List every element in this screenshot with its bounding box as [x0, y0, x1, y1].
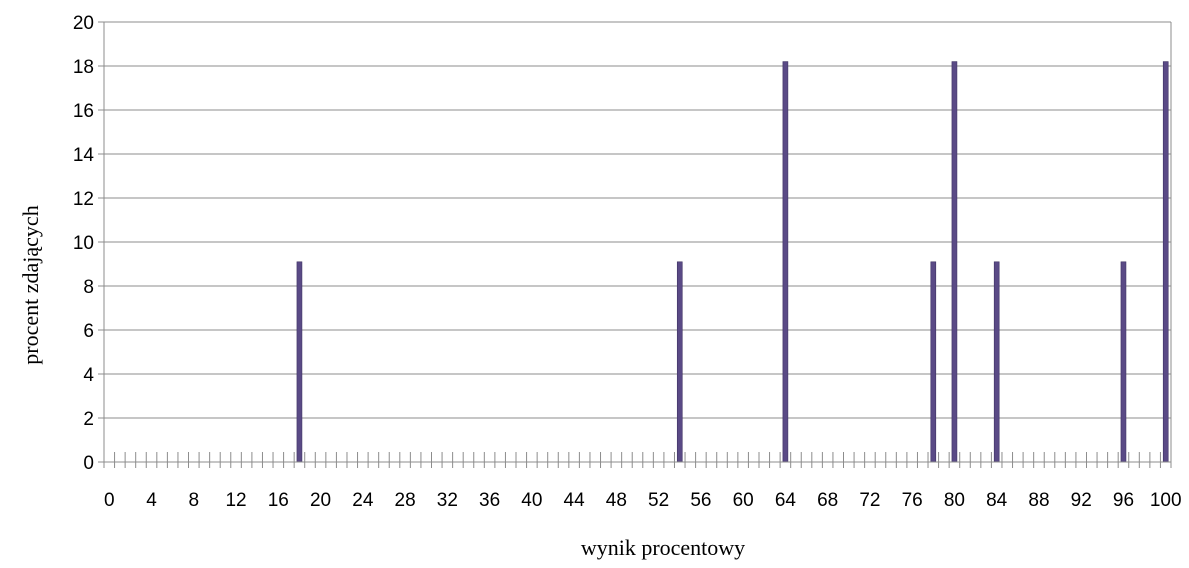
- x-tick-label-44: 44: [564, 490, 586, 511]
- grid-lines: [104, 21, 1171, 419]
- bar-x-84: [993, 261, 1000, 463]
- x-tick-label-64: 64: [775, 490, 797, 511]
- x-tick-label-92: 92: [1071, 490, 1092, 511]
- x-tick-label-32: 32: [437, 490, 458, 511]
- y-tick-label-12: 12: [73, 189, 94, 210]
- x-tick-label-96: 96: [1113, 490, 1134, 511]
- x-tick-label-72: 72: [859, 490, 880, 511]
- x-tick-label-68: 68: [817, 490, 838, 511]
- x-tick-label-24: 24: [352, 490, 374, 511]
- bar-x-78: [930, 261, 937, 463]
- x-tick-label-52: 52: [648, 490, 669, 511]
- y-tick-label-18: 18: [73, 57, 94, 78]
- x-tick-label-20: 20: [310, 490, 331, 511]
- x-tick-label-56: 56: [690, 490, 711, 511]
- bars: [296, 61, 1169, 463]
- x-tick-label-40: 40: [521, 490, 542, 511]
- y-tick-label-20: 20: [73, 13, 94, 34]
- y-tick-label-2: 2: [83, 409, 94, 430]
- bar-x-100: [1162, 61, 1169, 463]
- x-tick-label-8: 8: [189, 490, 200, 511]
- bar-x-80: [951, 61, 958, 463]
- x-tick-label-76: 76: [902, 490, 923, 511]
- bar-x-18: [296, 261, 303, 463]
- x-tick-label-12: 12: [225, 490, 246, 511]
- y-tick-label-4: 4: [83, 365, 94, 386]
- x-tick-label-88: 88: [1028, 490, 1049, 511]
- y-tick-label-0: 0: [83, 453, 94, 474]
- x-tick-label-4: 4: [146, 490, 157, 511]
- x-tick-label-100: 100: [1150, 490, 1182, 511]
- y-axis-title: procent zdających: [18, 205, 43, 364]
- x-tick-label-28: 28: [395, 490, 416, 511]
- bar-x-54: [676, 261, 683, 463]
- y-tick-label-6: 6: [83, 321, 94, 342]
- x-tick-label-36: 36: [479, 490, 500, 511]
- y-tick-label-8: 8: [83, 277, 94, 298]
- x-tick-label-84: 84: [986, 490, 1008, 511]
- x-tick-label-60: 60: [733, 490, 754, 511]
- x-tick-label-16: 16: [268, 490, 289, 511]
- y-tick-label-16: 16: [73, 101, 94, 122]
- bar-x-64: [782, 61, 789, 463]
- x-tick-label-80: 80: [944, 490, 965, 511]
- x-tick-label-48: 48: [606, 490, 627, 511]
- y-tick-label-14: 14: [73, 145, 95, 166]
- y-tick-label-10: 10: [73, 233, 94, 254]
- y-tick-labels: 0 2 4 6 8 10 12 14 16 18 20: [73, 13, 95, 474]
- bar-x-96: [1120, 261, 1127, 463]
- x-tick-label-0: 0: [104, 490, 115, 511]
- x-tick-labels: 0 4 8 12 16 20 24 28 32 36 40 44 48 52 56 60 64 68 72 76 80 8…: [104, 490, 1182, 511]
- x-axis-title: wynik procentowy: [581, 535, 745, 560]
- axes: [98, 21, 1172, 468]
